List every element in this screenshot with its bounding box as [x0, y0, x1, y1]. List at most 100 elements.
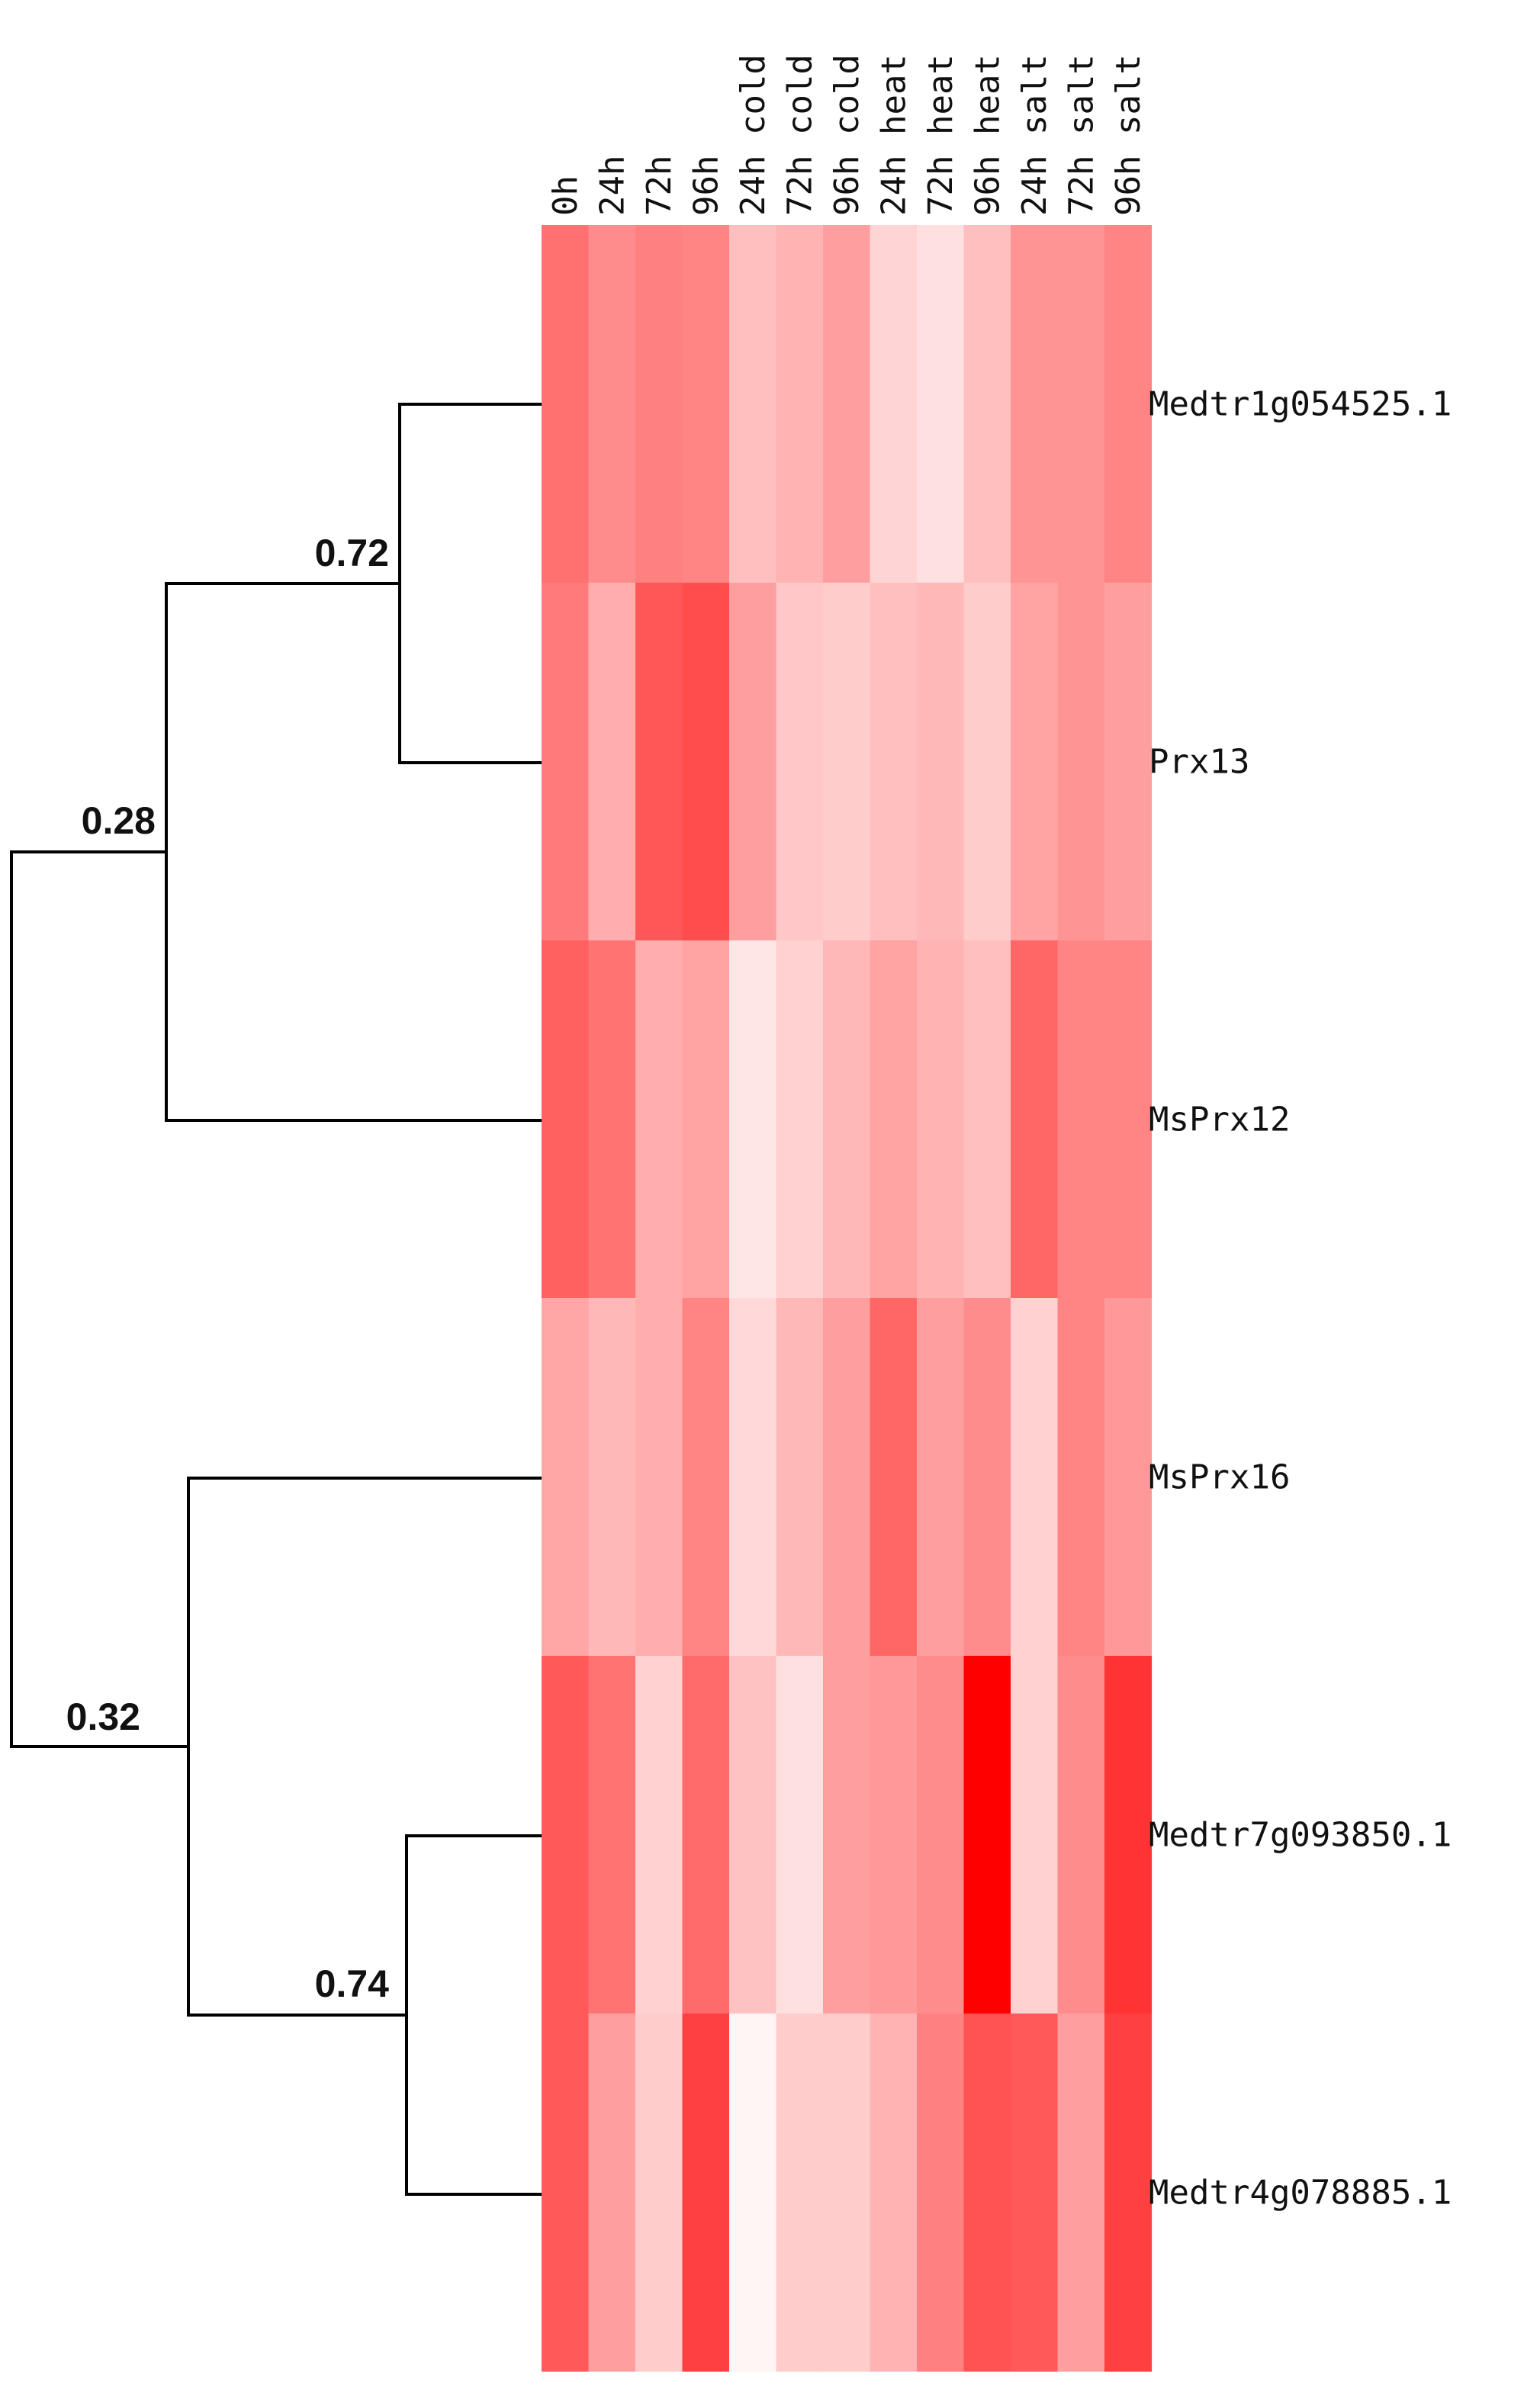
heatmap-cell	[729, 940, 777, 1299]
heatmap-cell	[682, 1298, 730, 1657]
heatmap-cell	[635, 225, 683, 583]
column-label: 72h cold	[780, 54, 819, 216]
heatmap-cell	[729, 2014, 777, 2372]
heatmap-cell	[588, 225, 636, 583]
column-label: 24h cold	[734, 54, 773, 216]
column-label: 96h heat	[968, 54, 1007, 216]
dendrogram-branch	[187, 1477, 542, 2017]
row-label: Medtr1g054525.1	[1149, 385, 1452, 424]
heatmap-cell	[542, 1656, 590, 2014]
column-label: 24h heat	[874, 54, 913, 216]
heatmap-cell	[1011, 225, 1059, 583]
heatmap-cell	[1104, 2014, 1153, 2372]
row-label: MsPrx12	[1149, 1101, 1290, 1139]
heatmap-cell	[1057, 1298, 1105, 1657]
column-label: 72h salt	[1062, 54, 1101, 216]
heatmap-cell	[776, 583, 824, 941]
heatmap-cell	[870, 1656, 918, 2014]
heatmap-cell	[963, 2014, 1011, 2372]
heatmap-cell	[1104, 1656, 1153, 2014]
heatmap-cell	[1011, 1656, 1059, 2014]
heatmap-cell	[917, 2014, 965, 2372]
heatmap-cell	[588, 1656, 636, 2014]
heatmap-cell	[823, 2014, 871, 2372]
heatmap-cell	[729, 1656, 777, 2014]
heatmap-cell	[542, 1298, 590, 1657]
heatmap-cell	[823, 583, 871, 941]
heatmap-cell	[1057, 940, 1105, 1299]
heatmap-cell	[1011, 940, 1059, 1299]
heatmap-cell	[635, 583, 683, 941]
heatmap-cell	[917, 1298, 965, 1657]
heatmap-cell	[729, 1298, 777, 1657]
heatmap-cell	[963, 1298, 1011, 1657]
column-label: 72h	[640, 156, 679, 216]
heatmap-cell	[1057, 225, 1105, 583]
heatmap-cell	[1104, 583, 1153, 941]
heatmap-cell	[635, 1298, 683, 1657]
heatmap-cell	[588, 583, 636, 941]
heatmap-cell	[1011, 583, 1059, 941]
heatmap-cell	[542, 583, 590, 941]
heatmap-cell	[917, 940, 965, 1299]
heatmap-cell	[1057, 1656, 1105, 2014]
heatmap-cell	[963, 583, 1011, 941]
column-label: 96h	[686, 156, 725, 216]
heatmap-cell	[1011, 2014, 1059, 2372]
heatmap-cell	[682, 940, 730, 1299]
heatmap-cell	[963, 225, 1011, 583]
node-label-032: 0.32	[66, 1695, 140, 1738]
node-label-028: 0.28	[82, 799, 156, 842]
heatmap-cell	[635, 940, 683, 1299]
heatmap-cell	[588, 940, 636, 1299]
heatmap-cell	[542, 2014, 590, 2372]
heatmap-cell	[729, 583, 777, 941]
heatmap-cell	[917, 1656, 965, 2014]
heatmap-cell	[542, 940, 590, 1299]
heatmap-cell	[823, 1298, 871, 1657]
heatmap-cell	[776, 940, 824, 1299]
node-label-074: 0.74	[315, 1962, 390, 2005]
column-label: 24h salt	[1015, 54, 1054, 216]
column-label: 96h cold	[828, 54, 866, 216]
heatmap-cell	[635, 1656, 683, 2014]
column-label: 24h	[593, 156, 632, 216]
heatmap-cell	[1104, 225, 1153, 583]
column-label: 0h	[546, 175, 585, 216]
heatmap-cell	[682, 1656, 730, 2014]
column-label: 72h heat	[921, 54, 960, 216]
heatmap-cell	[776, 225, 824, 583]
dendrogram: 0.72 0.28 0.74 0.32	[10, 403, 542, 2196]
heatmap-cell	[823, 1656, 871, 2014]
heatmap-cell	[776, 2014, 824, 2372]
heatmap-cell	[588, 2014, 636, 2372]
heatmap-cell	[870, 1298, 918, 1657]
row-label: Medtr4g078885.1	[1149, 2174, 1452, 2213]
row-labels: Medtr1g054525.1 Prx13 MsPrx12 MsPrx16 Medtr7…	[1149, 385, 1452, 2213]
heatmap-cell	[729, 225, 777, 583]
heatmap-cell	[823, 940, 871, 1299]
heatmap-cell	[870, 225, 918, 583]
row-label: MsPrx16	[1149, 1458, 1290, 1497]
heatmap-cell	[1104, 940, 1153, 1299]
dendrogram-root	[10, 850, 188, 1748]
dendrogram-branch	[405, 1834, 542, 2196]
heatmap-cell	[823, 225, 871, 583]
heatmap-cell	[776, 1298, 824, 1657]
row-label: Prx13	[1149, 743, 1249, 782]
heatmap-cell	[682, 583, 730, 941]
heatmap-cell	[1057, 2014, 1105, 2372]
heatmap-cell	[1011, 1298, 1059, 1657]
heatmap-cell	[682, 225, 730, 583]
column-label: 96h salt	[1109, 54, 1148, 216]
heatmap-cell	[635, 2014, 683, 2372]
heatmap-cell	[1104, 1298, 1153, 1657]
dendrogram-branch	[398, 403, 542, 764]
heatmap-cell	[870, 583, 918, 941]
heatmap-cell	[776, 1656, 824, 2014]
heatmap-cell	[870, 940, 918, 1299]
heatmap-cell	[682, 2014, 730, 2372]
heatmap-cell	[1057, 583, 1105, 941]
heatmap-cell	[870, 2014, 918, 2372]
